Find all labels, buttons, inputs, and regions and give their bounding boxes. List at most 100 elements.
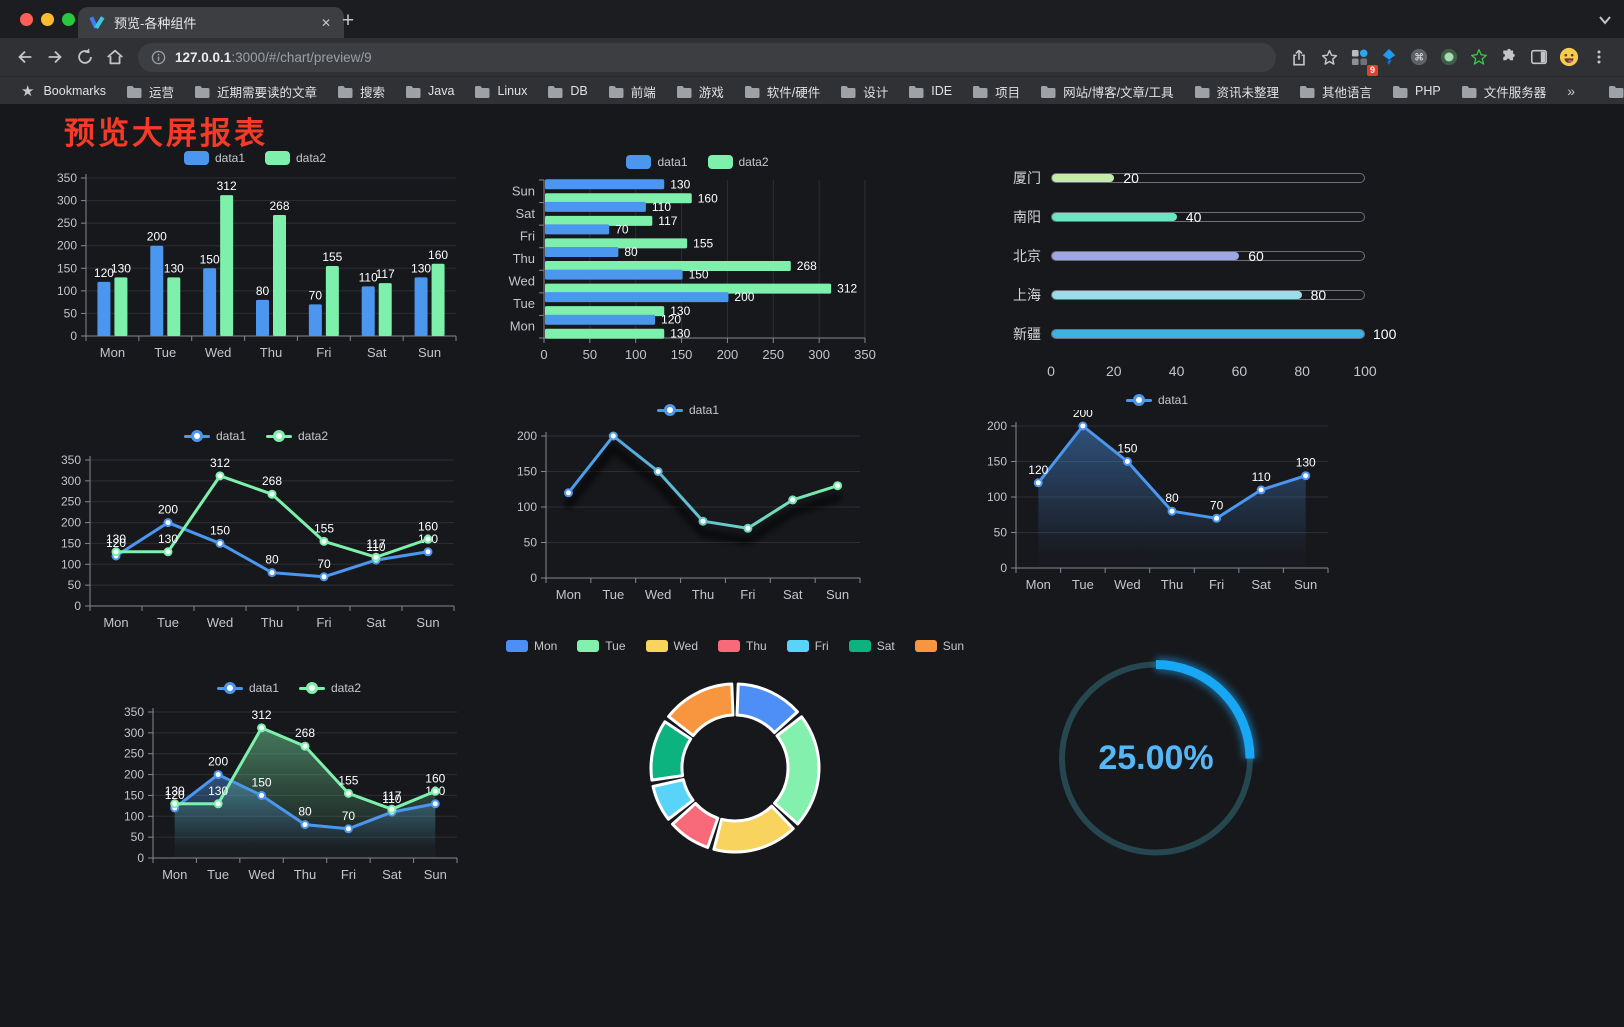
svg-text:130: 130 bbox=[411, 261, 431, 275]
svg-text:150: 150 bbox=[1117, 442, 1137, 456]
bookmark-item[interactable]: Java bbox=[396, 81, 463, 101]
legend-item-data1[interactable]: data1 bbox=[216, 681, 279, 695]
share-icon[interactable] bbox=[1284, 42, 1314, 72]
bookmark-item[interactable]: 其他语言 bbox=[1290, 79, 1381, 104]
address-bar[interactable]: 127.0.0.1:3000/#/chart/preview/9 bbox=[138, 42, 1276, 72]
site-info-icon[interactable] bbox=[151, 50, 166, 65]
bookmark-star-icon[interactable] bbox=[1314, 42, 1344, 72]
legend-item-Sat[interactable]: Sat bbox=[848, 639, 895, 653]
home-button[interactable] bbox=[100, 42, 130, 72]
profile-avatar-emoji[interactable] bbox=[1554, 42, 1584, 72]
legend-item-data2[interactable]: data2 bbox=[707, 155, 769, 169]
bookmark-item[interactable]: 文件服务器 bbox=[1452, 79, 1556, 104]
bookmark-item[interactable]: PHP bbox=[1383, 81, 1450, 101]
bookmark-item[interactable]: IDE bbox=[899, 81, 961, 101]
svg-text:Sun: Sun bbox=[826, 587, 849, 602]
close-window-button[interactable] bbox=[20, 13, 33, 26]
legend-item-data2[interactable]: data2 bbox=[265, 151, 326, 165]
bookmark-item[interactable]: Linux bbox=[465, 81, 536, 101]
svg-text:Mon: Mon bbox=[162, 867, 187, 882]
folder-icon bbox=[608, 85, 624, 98]
maximize-window-button[interactable] bbox=[62, 13, 75, 26]
bookmarks-overflow-chevron[interactable]: » bbox=[1567, 83, 1576, 99]
green-dot-extension-icon[interactable] bbox=[1434, 42, 1464, 72]
legend-item-Mon[interactable]: Mon bbox=[505, 639, 557, 653]
screenshot-extension-icon[interactable]: 9 bbox=[1344, 42, 1378, 76]
back-button[interactable] bbox=[10, 42, 40, 72]
legend-item-Wed[interactable]: Wed bbox=[645, 639, 698, 653]
legend-item-data1[interactable]: data1 bbox=[183, 429, 246, 443]
browser-tab[interactable]: 预览-各种组件 ✕ bbox=[78, 7, 344, 38]
bookmark-item[interactable]: 前端 bbox=[599, 79, 665, 104]
donut-pie-chart: Mon Tue Wed Thu Fri Sat Sun bbox=[505, 636, 964, 882]
svg-text:Sun: Sun bbox=[418, 345, 441, 360]
legend-item-data1[interactable]: data1 bbox=[1125, 393, 1188, 407]
folder-icon bbox=[1461, 85, 1477, 98]
svg-text:100: 100 bbox=[61, 557, 81, 571]
bookmark-item[interactable]: DB bbox=[538, 81, 596, 101]
reload-button[interactable] bbox=[70, 42, 100, 72]
bookmark-item[interactable]: 项目 bbox=[963, 79, 1029, 104]
svg-text:0: 0 bbox=[1000, 561, 1007, 575]
tab-search-chevron-icon[interactable] bbox=[1598, 12, 1612, 30]
bookmark-item[interactable]: 软件/硬件 bbox=[735, 79, 829, 104]
legend-item-data1[interactable]: data1 bbox=[656, 403, 719, 417]
forward-button[interactable] bbox=[40, 42, 70, 72]
bookmark-item[interactable]: 游戏 bbox=[667, 79, 733, 104]
svg-text:Thu: Thu bbox=[261, 615, 283, 630]
tab-close-icon[interactable]: ✕ bbox=[320, 15, 331, 30]
svg-text:155: 155 bbox=[314, 521, 334, 535]
dual-line-chart: data1 data2 0 50 100 150 200 250 300 350 Mon Tue Wed… bbox=[42, 426, 470, 638]
legend-item-Tue[interactable]: Tue bbox=[577, 639, 626, 653]
svg-text:130: 130 bbox=[208, 784, 228, 798]
tab-title: 预览-各种组件 bbox=[114, 16, 197, 31]
kite-extension-icon[interactable] bbox=[1374, 42, 1404, 72]
svg-text:0: 0 bbox=[74, 599, 81, 613]
svg-text:300: 300 bbox=[61, 474, 81, 488]
svg-text:110: 110 bbox=[359, 270, 378, 284]
legend-item-Sun[interactable]: Sun bbox=[914, 639, 964, 653]
svg-text:Sun: Sun bbox=[512, 183, 535, 198]
folder-icon bbox=[475, 85, 490, 98]
svg-text:Wed: Wed bbox=[645, 587, 672, 602]
side-panel-icon[interactable] bbox=[1524, 42, 1554, 72]
bookmark-item[interactable]: 近期需要读的文章 bbox=[185, 79, 326, 104]
svg-text:Mon: Mon bbox=[103, 615, 128, 630]
legend-item-Fri[interactable]: Fri bbox=[786, 639, 829, 653]
svg-text:150: 150 bbox=[57, 261, 77, 275]
new-tab-button[interactable]: + bbox=[341, 9, 355, 32]
bookmark-item[interactable]: 设计 bbox=[831, 79, 897, 104]
legend-item-data1[interactable]: data1 bbox=[183, 151, 245, 165]
minimize-window-button[interactable] bbox=[41, 13, 54, 26]
browser-toolbar: 127.0.0.1:3000/#/chart/preview/9 9 ⌘ bbox=[0, 38, 1624, 76]
svg-text:Fri: Fri bbox=[740, 587, 755, 602]
bookmark-item[interactable]: 搜索 bbox=[328, 79, 394, 104]
gradient-line-chart: data1 0 50 100 150 200 Mon Tue Wed Thu Fri Sat Sun bbox=[502, 400, 874, 612]
svg-text:117: 117 bbox=[376, 267, 395, 281]
legend-item-data2[interactable]: data2 bbox=[266, 429, 328, 443]
svg-text:0: 0 bbox=[137, 851, 144, 865]
svg-text:Sat: Sat bbox=[382, 867, 402, 882]
menu-kebab-icon[interactable] bbox=[1584, 42, 1614, 72]
svg-text:250: 250 bbox=[57, 216, 77, 230]
star-extension-icon[interactable] bbox=[1464, 42, 1494, 72]
bookmark-item[interactable]: 运营 bbox=[117, 79, 183, 104]
svg-text:Sat: Sat bbox=[515, 206, 535, 221]
other-bookmarks[interactable]: 其他书签 bbox=[1599, 79, 1624, 104]
extensions-puzzle-icon[interactable] bbox=[1494, 42, 1524, 72]
bookmark-item[interactable]: 资讯未整理 bbox=[1185, 79, 1289, 104]
line-dual-canvas: 0 50 100 150 200 250 300 350 Mon Tue Wed Thu Fri Sat S… bbox=[61, 453, 455, 630]
legend-item-Thu[interactable]: Thu bbox=[718, 639, 767, 653]
svg-text:300: 300 bbox=[124, 726, 144, 740]
svg-text:312: 312 bbox=[210, 456, 230, 470]
svg-text:110: 110 bbox=[1252, 470, 1271, 484]
bookmarks-root[interactable]: ★ Bookmarks bbox=[21, 83, 106, 100]
bookmark-item[interactable]: 网站/博客/文章/工具 bbox=[1031, 79, 1182, 104]
svg-text:350: 350 bbox=[61, 453, 81, 467]
area-line-chart: data1 0 50 100 150 200 Mon Tue Wed Thu Fri Sat Sun 12… bbox=[972, 390, 1342, 602]
legend-item-data1[interactable]: data1 bbox=[626, 155, 688, 169]
command-extension-icon[interactable]: ⌘ bbox=[1404, 42, 1434, 72]
folder-icon bbox=[1194, 85, 1210, 98]
legend-item-data2[interactable]: data2 bbox=[299, 681, 361, 695]
